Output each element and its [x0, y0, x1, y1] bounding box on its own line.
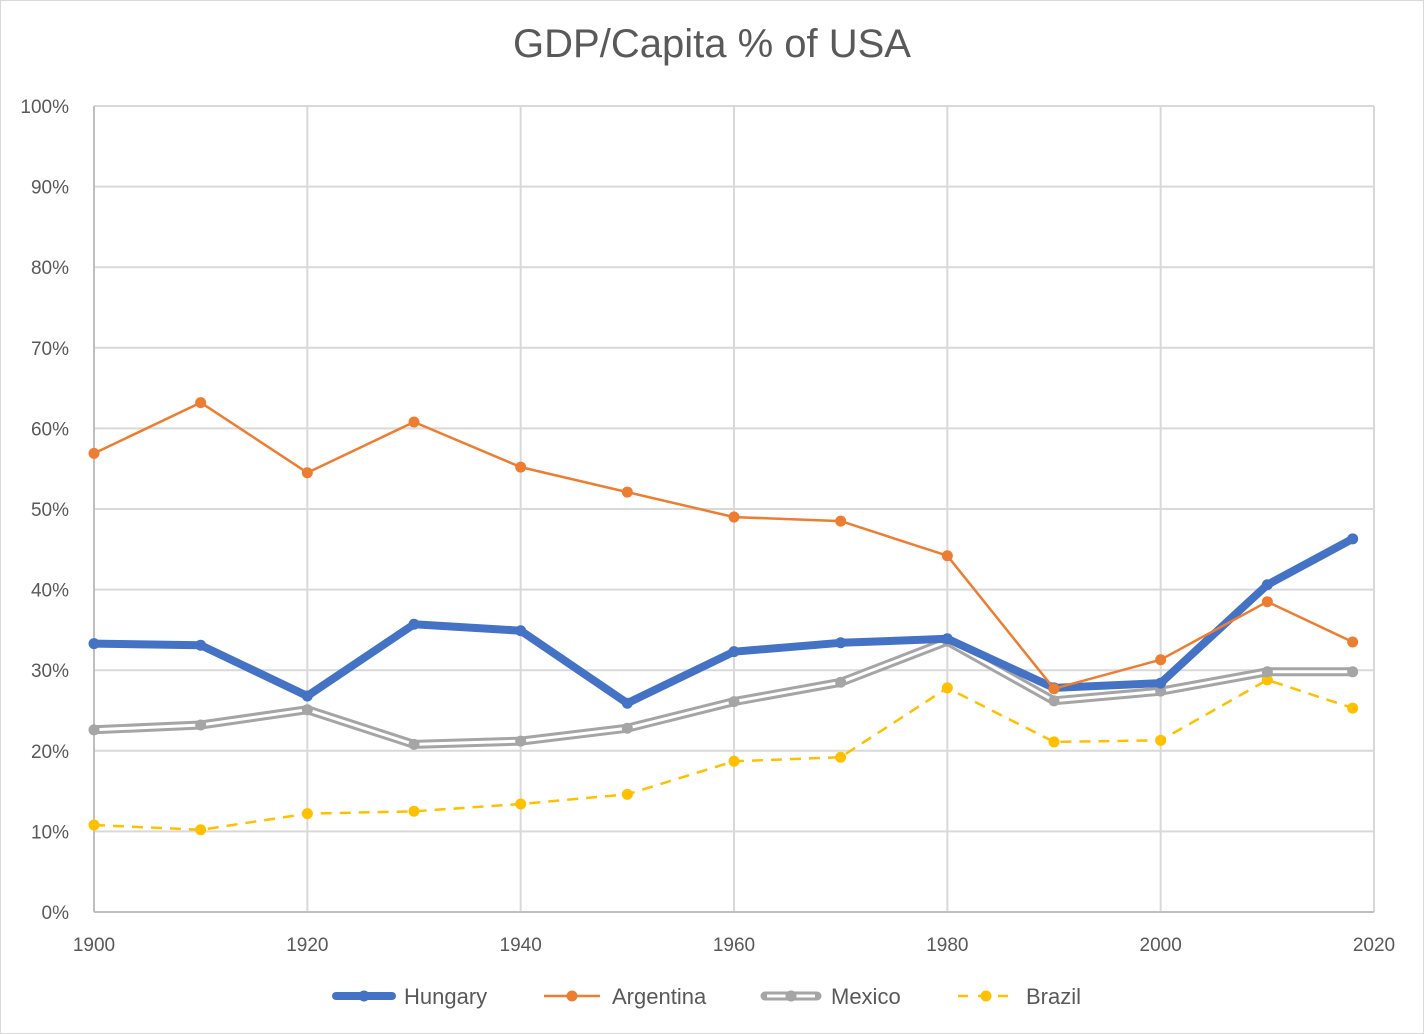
y-tick-label: 90% [31, 178, 69, 199]
legend-marker [566, 990, 578, 1002]
y-tick-label: 40% [31, 581, 69, 602]
series-hungary [88, 533, 1359, 709]
series-line [90, 534, 1357, 708]
data-point [1347, 636, 1359, 648]
data-point [1261, 596, 1273, 608]
data-point [728, 755, 740, 767]
x-tick-label: 2000 [1140, 935, 1182, 956]
data-point [195, 719, 207, 731]
y-tick-label: 80% [31, 258, 69, 279]
legend-item-hungary: Hungary [332, 984, 487, 1009]
series-argentina [88, 397, 1359, 695]
legend-item-brazil: Brazil [958, 984, 1081, 1009]
data-point [408, 805, 420, 817]
data-point [301, 808, 313, 820]
tick-labels: 0% 10% 20% 30% 40% 50% 60% 70% 80% 90% 100% 1900 192… [20, 97, 1395, 956]
data-point [1155, 654, 1167, 666]
y-tick-label: 60% [31, 419, 69, 440]
x-tick-label: 2020 [1353, 935, 1395, 956]
data-point [1048, 695, 1060, 707]
legend-item-argentina: Argentina [544, 984, 707, 1009]
data-point [515, 625, 527, 637]
x-tick-label: 1900 [73, 935, 115, 956]
data-point [1347, 533, 1359, 545]
data-point [941, 633, 953, 645]
legend: Hungary Argentina Mexico Brazil [332, 984, 1081, 1009]
chart-title: GDP/Capita % of USA [513, 22, 911, 66]
data-point [88, 447, 100, 459]
legend-label: Brazil [1026, 984, 1081, 1009]
data-point [408, 618, 420, 630]
data-point [941, 682, 953, 694]
data-point [408, 416, 420, 428]
data-point [1261, 579, 1273, 591]
data-point [301, 704, 313, 716]
data-point [195, 639, 207, 651]
data-point [835, 515, 847, 527]
x-tick-label: 1940 [500, 935, 542, 956]
data-point [88, 638, 100, 650]
data-point [835, 676, 847, 688]
series-line [93, 401, 1354, 690]
y-tick-label: 70% [31, 339, 69, 360]
data-point [835, 637, 847, 649]
data-point [1048, 736, 1060, 748]
legend-marker [980, 990, 992, 1002]
series-mexico [88, 635, 1359, 750]
data-point [728, 511, 740, 523]
data-point [1155, 734, 1167, 746]
legend-item-mexico: Mexico [760, 984, 901, 1009]
legend-label: Mexico [831, 984, 901, 1009]
legend-marker [785, 990, 797, 1002]
gridlines [94, 105, 1375, 912]
legend-label: Argentina [612, 984, 707, 1009]
data-point [1261, 666, 1273, 678]
axes [93, 106, 1374, 913]
data-point [408, 738, 420, 750]
data-point [195, 397, 207, 409]
data-point [515, 735, 527, 747]
y-tick-label: 0% [42, 903, 70, 924]
data-point [941, 550, 953, 562]
x-tick-label: 1920 [286, 935, 328, 956]
data-point [1155, 685, 1167, 697]
data-point [1155, 677, 1167, 689]
data-point [1048, 683, 1060, 695]
series-brazil [88, 674, 1359, 836]
y-tick-label: 10% [31, 822, 69, 843]
data-point [728, 696, 740, 708]
y-tick-label: 50% [31, 500, 69, 521]
data-point [621, 722, 633, 734]
x-tick-label: 1980 [926, 935, 968, 956]
data-point [88, 724, 100, 736]
data-point [515, 461, 527, 473]
y-tick-label: 100% [20, 97, 69, 118]
data-point [515, 798, 527, 810]
data-point [621, 697, 633, 709]
data-point [621, 486, 633, 498]
data-point [728, 646, 740, 658]
data-point [1261, 674, 1273, 686]
data-point [88, 819, 100, 831]
data-point [301, 467, 313, 479]
data-point [301, 690, 313, 702]
y-tick-label: 30% [31, 661, 69, 682]
data-point [621, 788, 633, 800]
y-tick-label: 20% [31, 742, 69, 763]
data-point [1347, 702, 1359, 714]
legend-label: Hungary [404, 984, 487, 1009]
series-group [88, 397, 1359, 836]
data-point [195, 824, 207, 836]
legend-marker [358, 990, 370, 1002]
data-point [835, 751, 847, 763]
data-point [1347, 666, 1359, 678]
x-tick-label: 1960 [713, 935, 755, 956]
